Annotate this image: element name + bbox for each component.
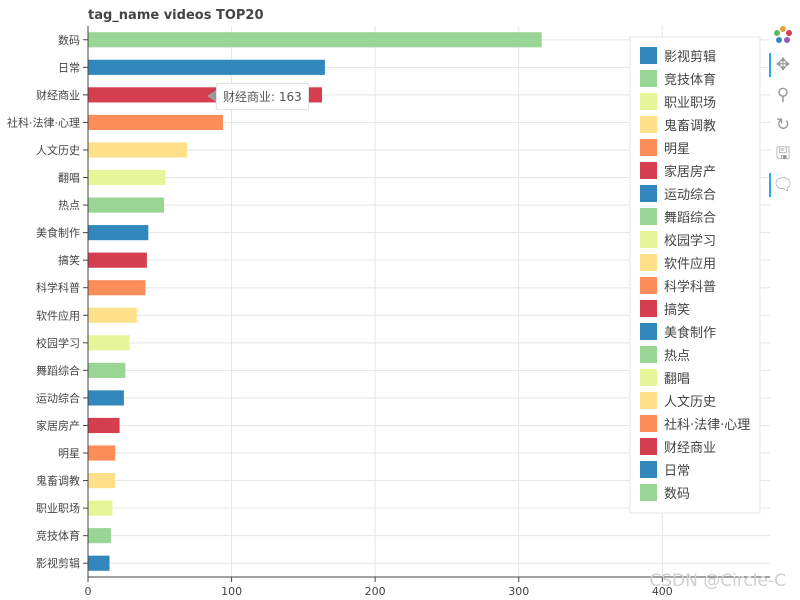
legend-swatch — [640, 323, 657, 340]
legend-label: 校园学习 — [664, 233, 716, 249]
x-tick-label: 100 — [221, 585, 242, 598]
bar — [88, 280, 146, 296]
x-tick-label: 200 — [365, 585, 386, 598]
watermark: CSDN @Circle-C — [649, 571, 786, 591]
y-tick-label: 日常 — [58, 61, 80, 74]
x-tick-label: 300 — [508, 585, 529, 598]
bar — [88, 169, 166, 186]
legend-label: 人文历史 — [664, 395, 716, 410]
y-tick-label: 运动综合 — [36, 391, 80, 405]
legend-swatch — [640, 369, 657, 386]
legend-label: 影视剪辑 — [664, 49, 716, 65]
bar — [88, 197, 165, 213]
legend-swatch — [640, 47, 657, 64]
legend-swatch — [640, 277, 657, 294]
legend-swatch — [640, 116, 657, 133]
bar — [88, 252, 147, 268]
bar — [88, 142, 188, 158]
y-tick-label: 竞技体育 — [36, 529, 80, 543]
legend-swatch — [640, 346, 657, 363]
legend-swatch — [640, 392, 657, 409]
y-tick-label: 软件应用 — [36, 308, 80, 322]
y-tick-label: 家居房产 — [36, 418, 80, 432]
legend-label: 明星 — [664, 142, 690, 157]
legend-label: 舞蹈综合 — [664, 211, 716, 226]
tooltip-text: 财经商业: 163 — [223, 90, 302, 104]
legend-swatch — [640, 185, 657, 202]
legend-swatch — [640, 231, 657, 248]
wheel-zoom-icon[interactable]: ⚲ — [776, 85, 790, 105]
y-tick-label: 热点 — [58, 199, 80, 212]
bar — [88, 555, 110, 571]
y-tick-label: 舞蹈综合 — [36, 363, 80, 377]
bar — [88, 32, 542, 48]
legend-label: 职业职场 — [664, 96, 716, 111]
legend-label: 社科·法律·心理 — [664, 417, 750, 433]
bokeh-logo-icon[interactable] — [770, 22, 796, 48]
bar — [88, 307, 137, 323]
bar — [88, 335, 130, 351]
bar — [88, 59, 325, 75]
y-tick-label: 鬼畜调教 — [36, 474, 80, 488]
y-tick-label: 人文历史 — [36, 143, 80, 157]
y-tick-label: 财经商业 — [36, 88, 80, 102]
legend-swatch — [640, 300, 657, 317]
legend-swatch — [640, 461, 657, 478]
legend-label: 财经商业 — [664, 441, 716, 456]
legend-label: 运动综合 — [664, 188, 716, 203]
bar — [88, 500, 113, 516]
bar — [88, 390, 124, 406]
chart-toolbar: ✥ ⚲ ↻ 🖫 🗨 — [769, 22, 798, 202]
legend-swatch — [640, 70, 657, 87]
legend-swatch — [640, 484, 657, 501]
bar — [88, 114, 223, 131]
legend-label: 软件应用 — [664, 256, 716, 272]
legend-label: 科学科普 — [664, 279, 716, 295]
legend-swatch — [640, 415, 657, 432]
pan-icon[interactable]: ✥ — [769, 52, 796, 78]
hover-tooltip: 财经商业: 163 — [207, 83, 309, 110]
y-tick-label: 校园学习 — [36, 336, 80, 350]
y-tick-label: 科学科普 — [36, 281, 80, 295]
legend-label: 数码 — [664, 487, 690, 502]
legend-label: 美食制作 — [664, 325, 716, 341]
y-tick-label: 搞笑 — [58, 253, 80, 267]
legend-label: 搞笑 — [664, 302, 690, 318]
reset-icon[interactable]: ↻ — [775, 115, 791, 135]
legend-swatch — [640, 438, 657, 455]
bar — [88, 528, 111, 544]
bar — [88, 445, 116, 461]
legend-swatch — [640, 93, 657, 110]
bar — [88, 362, 126, 378]
legend-swatch — [640, 162, 657, 179]
y-tick-label: 明星 — [58, 447, 80, 460]
chart-title: tag_name videos TOP20 — [88, 8, 264, 23]
y-tick-label: 翻唱 — [58, 171, 80, 185]
bar — [88, 472, 116, 489]
legend-label: 翻唱 — [664, 372, 690, 387]
y-tick-label: 美食制作 — [36, 226, 80, 240]
y-tick-label: 社科·法律·心理 — [7, 115, 80, 129]
y-tick-label: 职业职场 — [36, 501, 80, 515]
legend-label: 竞技体育 — [664, 72, 716, 88]
legend-label: 鬼畜调教 — [664, 118, 716, 134]
hover-icon[interactable]: 🗨 — [769, 172, 796, 198]
legend-swatch — [640, 208, 657, 225]
legend-label: 家居房产 — [664, 164, 716, 180]
legend: 影视剪辑竞技体育职业职场鬼畜调教明星家居房产运动综合舞蹈综合校园学习软件应用科学… — [629, 36, 761, 514]
y-tick-label: 数码 — [58, 34, 80, 47]
x-tick-label: 400 — [652, 585, 673, 598]
bar — [88, 417, 120, 434]
legend-label: 热点 — [664, 349, 690, 364]
legend-swatch — [640, 254, 657, 271]
x-tick-label: 0 — [85, 585, 92, 598]
legend-swatch — [640, 139, 657, 156]
bar — [88, 225, 149, 241]
save-icon[interactable]: 🖫 — [775, 143, 791, 164]
y-tick-label: 影视剪辑 — [36, 556, 80, 570]
legend-label: 日常 — [664, 464, 690, 479]
